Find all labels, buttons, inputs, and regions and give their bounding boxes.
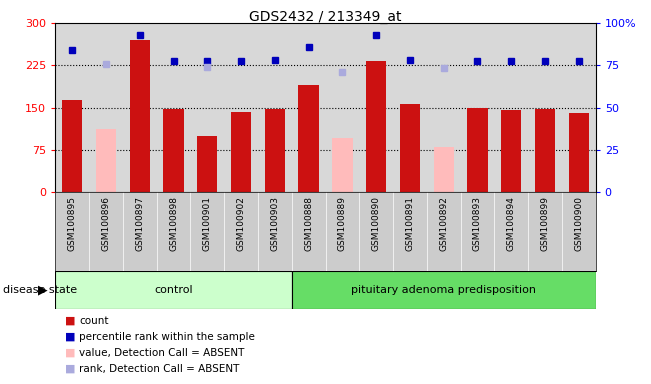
Bar — [130, 40, 150, 192]
Bar — [265, 109, 285, 192]
Bar — [366, 61, 386, 192]
Text: ■: ■ — [65, 348, 76, 358]
Text: GDS2432 / 213349_at: GDS2432 / 213349_at — [249, 10, 402, 23]
Text: rank, Detection Call = ABSENT: rank, Detection Call = ABSENT — [79, 364, 240, 374]
Text: percentile rank within the sample: percentile rank within the sample — [79, 332, 255, 342]
Bar — [400, 104, 420, 192]
Bar — [434, 147, 454, 192]
Bar — [55, 271, 292, 309]
Text: GSM100891: GSM100891 — [406, 196, 415, 251]
Bar — [467, 108, 488, 192]
Bar — [163, 109, 184, 192]
Text: GSM100895: GSM100895 — [68, 196, 77, 251]
Text: GSM100896: GSM100896 — [102, 196, 111, 251]
Bar — [535, 109, 555, 192]
Text: GSM100897: GSM100897 — [135, 196, 145, 251]
Text: GSM100888: GSM100888 — [304, 196, 313, 251]
Bar — [501, 110, 521, 192]
Text: ▶: ▶ — [38, 283, 47, 296]
Bar — [197, 136, 217, 192]
Text: count: count — [79, 316, 109, 326]
Text: GSM100892: GSM100892 — [439, 196, 448, 251]
Text: GSM100901: GSM100901 — [203, 196, 212, 251]
Bar — [292, 271, 596, 309]
Text: control: control — [154, 285, 193, 295]
Text: GSM100899: GSM100899 — [540, 196, 549, 251]
Text: GSM100889: GSM100889 — [338, 196, 347, 251]
Text: GSM100903: GSM100903 — [270, 196, 279, 251]
Text: disease state: disease state — [3, 285, 77, 295]
Bar — [62, 100, 82, 192]
Text: ■: ■ — [65, 364, 76, 374]
Text: GSM100900: GSM100900 — [574, 196, 583, 251]
Text: GSM100902: GSM100902 — [236, 196, 245, 251]
Text: GSM100890: GSM100890 — [372, 196, 381, 251]
Bar — [332, 139, 353, 192]
Bar — [299, 85, 319, 192]
Text: GSM100898: GSM100898 — [169, 196, 178, 251]
Text: pituitary adenoma predisposition: pituitary adenoma predisposition — [351, 285, 536, 295]
Text: value, Detection Call = ABSENT: value, Detection Call = ABSENT — [79, 348, 245, 358]
Bar — [569, 113, 589, 192]
Bar — [96, 129, 116, 192]
Bar — [231, 112, 251, 192]
Text: ■: ■ — [65, 316, 76, 326]
Text: GSM100893: GSM100893 — [473, 196, 482, 251]
Text: ■: ■ — [65, 332, 76, 342]
Text: GSM100894: GSM100894 — [506, 196, 516, 251]
